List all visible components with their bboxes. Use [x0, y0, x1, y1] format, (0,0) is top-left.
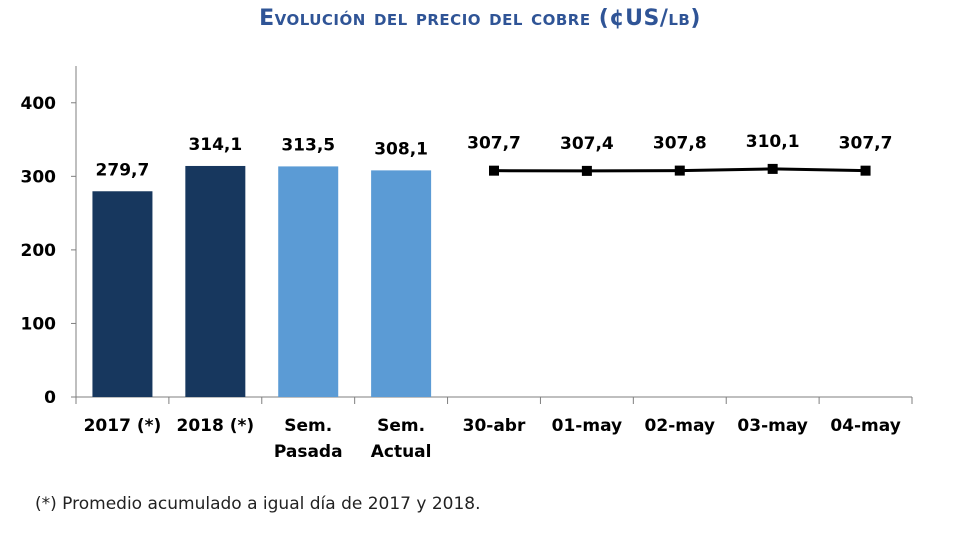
x-tick-label: 2018 (*): [176, 416, 254, 436]
line-data-label: 307,4: [560, 134, 614, 154]
x-tick-label: 01-may: [552, 416, 622, 436]
bar-data-label: 279,7: [96, 160, 150, 180]
line-data-label: 307,7: [467, 134, 521, 154]
y-tick-label: 100: [21, 314, 57, 334]
bar-data-label: 308,1: [374, 139, 428, 159]
bar: [278, 166, 339, 397]
chart-title: Evolución del precio del cobre (¢US/lb): [259, 6, 701, 31]
line-marker: [581, 165, 592, 176]
x-tick-label: 30-abr: [463, 416, 526, 436]
bar: [185, 165, 246, 397]
line-data-label: 307,7: [839, 134, 893, 154]
line-data-label: 307,8: [653, 134, 707, 154]
x-tick-label: Pasada: [274, 442, 343, 462]
x-tick-label: Sem.: [377, 416, 425, 436]
x-tick-label: 02-may: [645, 416, 715, 436]
x-tick-label: 2017 (*): [84, 416, 162, 436]
bar-data-label: 314,1: [188, 135, 242, 155]
line-marker: [860, 165, 871, 176]
x-tick-label: 03-may: [737, 416, 807, 436]
bar: [371, 170, 432, 397]
y-tick-label: 300: [21, 167, 57, 187]
x-tick-label: 04-may: [830, 416, 900, 436]
bar-data-label: 313,5: [281, 135, 335, 155]
x-tick-label: Sem.: [284, 416, 332, 436]
x-tick-label: Actual: [371, 442, 432, 462]
footnote: (*) Promedio acumulado a igual día de 20…: [35, 494, 481, 514]
y-tick-label: 0: [44, 388, 56, 408]
y-tick-label: 400: [21, 94, 57, 114]
line-data-label: 310,1: [746, 132, 800, 152]
bar: [92, 191, 153, 397]
y-tick-label: 200: [21, 241, 57, 261]
line-marker: [674, 165, 685, 176]
line-marker: [489, 165, 499, 176]
line-marker: [767, 163, 778, 174]
